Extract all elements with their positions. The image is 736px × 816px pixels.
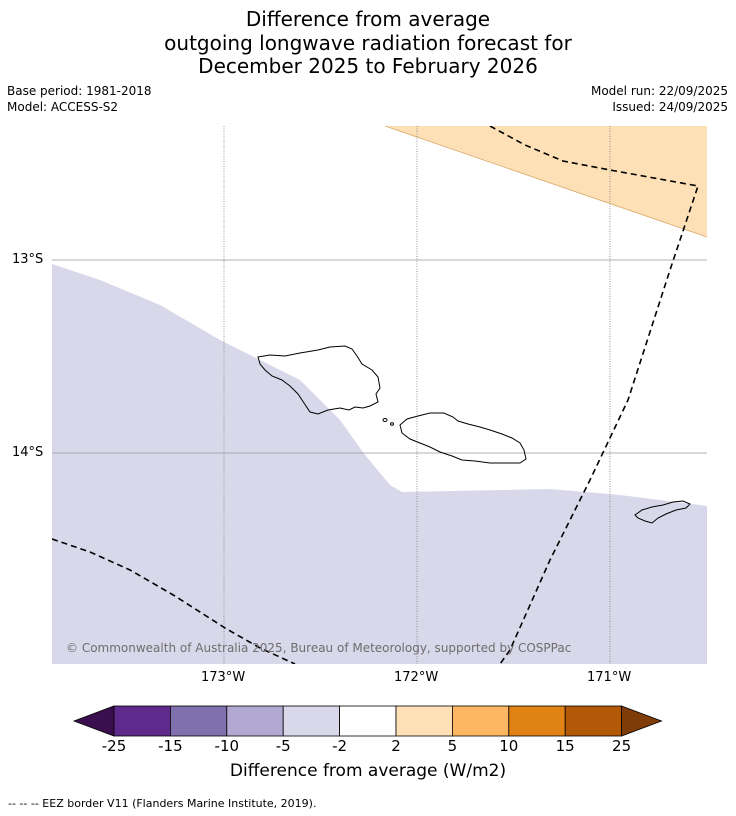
base-period: Base period: 1981-2018 xyxy=(7,84,152,98)
colorbar-extend-low xyxy=(72,705,115,737)
copyright-credit: © Commonwealth of Australia 2025, Bureau… xyxy=(66,641,572,655)
colorbar-tick-label: -5 xyxy=(275,737,291,755)
upolu-island-outline xyxy=(399,412,527,464)
colorbar-tick-label: 10 xyxy=(499,737,519,755)
manono-islet xyxy=(382,418,388,422)
colorbar-tick-label: 15 xyxy=(555,737,575,755)
apolima-islet xyxy=(390,422,394,426)
positive-anomaly-edge xyxy=(384,126,707,238)
colorbar-tick-label: 5 xyxy=(447,737,458,755)
colorbar-bin xyxy=(564,705,623,737)
colorbar-tick-label: -15 xyxy=(158,737,183,755)
colorbar-tick-label: -2 xyxy=(332,737,348,755)
colorbar-bin xyxy=(339,705,397,737)
colorbar-bin xyxy=(508,705,566,737)
negative-anomaly-region xyxy=(52,264,707,664)
issued-date: Issued: 24/09/2025 xyxy=(612,100,728,114)
lon-label-173w: 173°W xyxy=(201,670,246,685)
lat-label-13s: 13°S xyxy=(12,252,44,267)
colorbar-bin xyxy=(226,705,284,737)
colorbar xyxy=(72,705,663,737)
colorbar-extend-high xyxy=(621,705,663,737)
savaii-island-outline xyxy=(257,345,381,415)
colorbar-tick-label: 25 xyxy=(612,737,632,755)
title-line-3: December 2025 to February 2026 xyxy=(198,54,538,78)
colorbar-bin xyxy=(113,705,171,737)
colorbar-tick-label: 2 xyxy=(391,737,401,755)
model-name: Model: ACCESS-S2 xyxy=(7,100,119,114)
colorbar-bin xyxy=(169,705,228,737)
title-line-2: outgoing longwave radiation forecast for xyxy=(164,31,572,55)
eez-legend-note: -- -- -- EEZ border V11 (Flanders Marine… xyxy=(8,797,317,810)
title-line-1: Difference from average xyxy=(245,7,491,31)
colorbar-title: Difference from average (W/m2) xyxy=(229,761,507,781)
tutuila-island-outline xyxy=(634,500,691,524)
eez-border-north xyxy=(489,126,700,664)
colorbar-tick-label: -25 xyxy=(101,737,127,755)
eez-border-southwest xyxy=(52,538,296,664)
colorbar-bin xyxy=(282,705,341,737)
model-run: Model run: 22/09/2025 xyxy=(590,84,728,98)
colorbar-tick-label: -10 xyxy=(214,737,240,755)
lat-label-14s: 14°S xyxy=(12,445,44,460)
colorbar-bin xyxy=(395,705,453,737)
lon-label-172w: 172°W xyxy=(394,670,439,685)
colorbar-bin xyxy=(451,705,510,737)
lon-label-171w: 171°W xyxy=(587,670,632,685)
